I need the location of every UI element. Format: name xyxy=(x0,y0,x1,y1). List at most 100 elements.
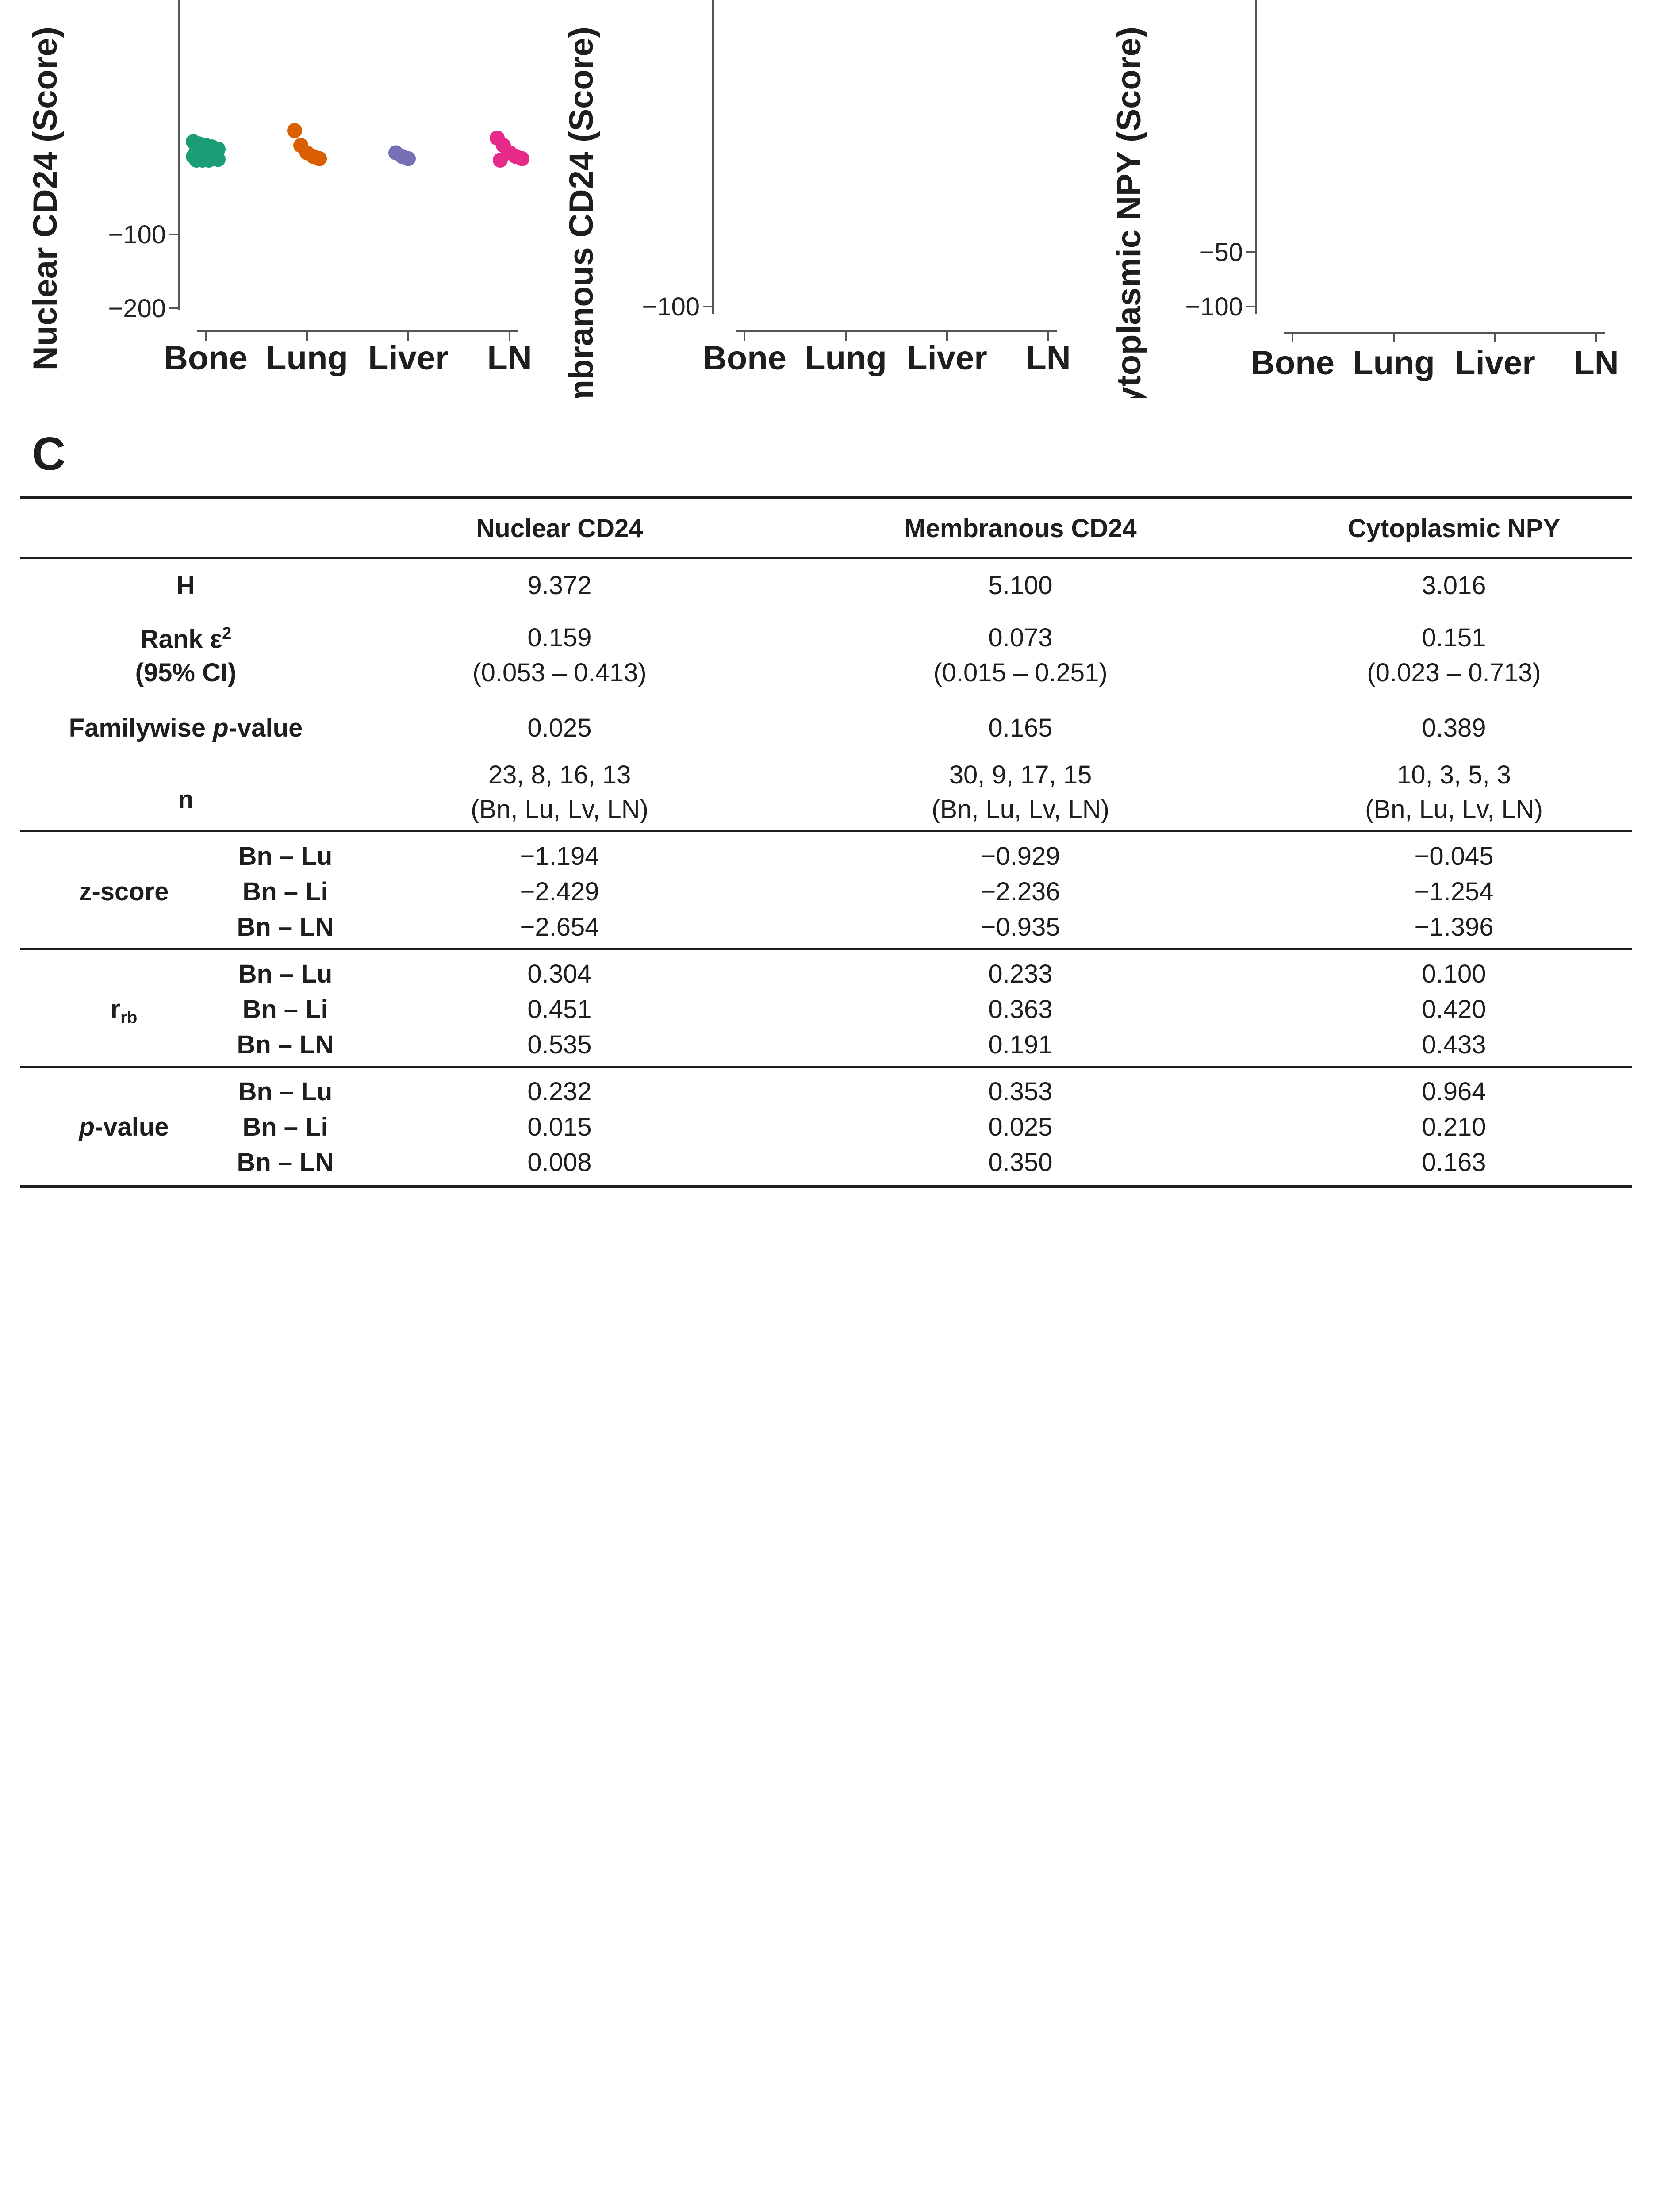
familywise-cytoplasmic: 0.389 xyxy=(1422,714,1486,742)
z-value: −2.236 xyxy=(981,877,1060,906)
ci-membranous: (0.015 – 0.251) xyxy=(933,658,1108,687)
n-groups-membranous: (Bn, Lu, Lv, LN) xyxy=(932,795,1109,824)
row-label-z-score: z-score xyxy=(79,877,169,906)
y-axis-title: Membranous CD24 (Score) xyxy=(563,27,600,398)
row-label-95-ci: (95% CI) xyxy=(135,658,237,687)
rrb-subscript: rb xyxy=(120,1008,138,1027)
data-point-bone xyxy=(201,153,216,168)
y-tick-label: −100 xyxy=(642,292,700,321)
p-value-suffix: -value xyxy=(94,1113,169,1141)
p-value: 0.964 xyxy=(1422,1077,1486,1106)
familywise-nuclear: 0.025 xyxy=(527,714,592,742)
rrb-value: 0.100 xyxy=(1422,960,1486,988)
x-category-label: Lung xyxy=(805,339,887,377)
y-tick-label: −50 xyxy=(1200,238,1243,267)
panel-c-label: C xyxy=(32,428,66,480)
z-value: −0.929 xyxy=(981,842,1060,871)
z-value: −0.935 xyxy=(981,913,1060,941)
pair-label: Bn – Lu xyxy=(238,960,333,988)
z-value: −2.429 xyxy=(520,877,599,906)
section-rule-1 xyxy=(20,830,1632,832)
x-category-label: Liver xyxy=(907,339,987,377)
rrb-value: 0.420 xyxy=(1422,995,1486,1024)
p-value: 0.163 xyxy=(1422,1148,1486,1177)
row-label-n: n xyxy=(178,785,194,814)
pair-label: Bn – LN xyxy=(237,1030,334,1059)
z-value: −1.254 xyxy=(1414,877,1494,906)
rrb-value: 0.191 xyxy=(988,1030,1053,1059)
table-top-rule xyxy=(20,496,1632,499)
x-category-label: Liver xyxy=(1455,344,1535,382)
data-point-ln xyxy=(493,153,508,168)
x-category-label: Bone xyxy=(164,339,248,377)
p-value: 0.015 xyxy=(527,1113,592,1141)
ci-cytoplasmic: (0.023 – 0.713) xyxy=(1367,658,1541,687)
rank-epsilon-cytoplasmic: 0.151 xyxy=(1422,623,1486,652)
ci-nuclear: (0.053 – 0.413) xyxy=(472,658,647,687)
p-value: 0.025 xyxy=(988,1113,1053,1141)
pair-label: Bn – Lu xyxy=(238,842,333,871)
p-value: 0.353 xyxy=(988,1077,1053,1106)
rrb-value: 0.433 xyxy=(1422,1030,1486,1059)
rank-epsilon-nuclear: 0.159 xyxy=(527,623,592,652)
x-category-label: LN xyxy=(1574,344,1618,382)
h-value-cytoplasmic: 3.016 xyxy=(1422,571,1486,600)
rrb-value: 0.233 xyxy=(988,960,1053,988)
pair-label: Bn – Li xyxy=(242,877,328,906)
familywise-p: p xyxy=(213,714,229,742)
familywise-suffix: -value xyxy=(228,714,303,742)
z-value: −2.654 xyxy=(520,913,599,941)
rrb-main: r xyxy=(110,995,121,1023)
rrb-value: 0.304 xyxy=(527,960,592,988)
familywise-membranous: 0.165 xyxy=(988,714,1053,742)
data-point-lung xyxy=(312,151,327,166)
x-category-label: Bone xyxy=(1250,344,1335,382)
z-value: −0.045 xyxy=(1414,842,1494,871)
pair-label: Bn – LN xyxy=(237,1148,334,1177)
column-header-membranous-cd24: Membranous CD24 xyxy=(904,514,1137,543)
z-value: −1.194 xyxy=(520,842,599,871)
p-value-italic-p: p xyxy=(79,1113,95,1141)
pair-label: Bn – Li xyxy=(242,995,328,1024)
x-category-label: Lung xyxy=(266,339,348,377)
row-label-familywise-p-value: Familywise p-value xyxy=(69,715,303,741)
data-point-liver xyxy=(401,151,416,166)
n-nuclear: 23, 8, 16, 13 xyxy=(488,760,631,789)
pair-label: Bn – Lu xyxy=(238,1077,333,1106)
x-category-label: Lung xyxy=(1353,344,1435,382)
row-label-rrb: rrb xyxy=(111,996,138,1026)
x-category-label: Liver xyxy=(368,339,449,377)
h-value-nuclear: 9.372 xyxy=(527,571,592,600)
y-axis-title: Nuclear CD24 (Score) xyxy=(27,27,64,370)
x-category-label: Bone xyxy=(702,339,786,377)
row-label-p-value: p-value xyxy=(79,1114,169,1140)
pair-label: Bn – LN xyxy=(237,913,334,941)
rank-epsilon-text: Rank ε xyxy=(140,625,222,654)
rank-epsilon-membranous: 0.073 xyxy=(988,623,1053,652)
column-header-nuclear-cd24: Nuclear CD24 xyxy=(476,514,643,543)
column-header-cytoplasmic-npy: Cytoplasmic NPY xyxy=(1347,514,1561,543)
n-membranous: 30, 9, 17, 15 xyxy=(949,760,1092,789)
n-cytoplasmic: 10, 3, 5, 3 xyxy=(1397,760,1511,789)
section-rule-2 xyxy=(20,948,1632,950)
y-tick-label: −100 xyxy=(1185,292,1243,321)
rrb-value: 0.363 xyxy=(988,995,1053,1024)
y-tick-label: −100 xyxy=(108,220,166,249)
p-value: 0.210 xyxy=(1422,1113,1486,1141)
rank-epsilon-superscript: 2 xyxy=(222,624,232,643)
row-label-h: H xyxy=(176,571,195,600)
p-value: 0.008 xyxy=(527,1148,592,1177)
familywise-text: Familywise xyxy=(69,714,213,742)
section-rule-3 xyxy=(20,1066,1632,1068)
data-point-lung xyxy=(287,123,302,138)
row-label-rank-epsilon: Rank ε2 xyxy=(140,625,232,652)
pair-label: Bn – Li xyxy=(242,1113,328,1141)
data-point-ln xyxy=(514,151,529,166)
p-value: 0.350 xyxy=(988,1148,1053,1177)
n-groups-nuclear: (Bn, Lu, Lv, LN) xyxy=(471,795,648,824)
z-value: −1.396 xyxy=(1414,913,1494,941)
p-value: 0.232 xyxy=(527,1077,592,1106)
rrb-value: 0.535 xyxy=(527,1030,592,1059)
n-groups-cytoplasmic: (Bn, Lu, Lv, LN) xyxy=(1365,795,1543,824)
